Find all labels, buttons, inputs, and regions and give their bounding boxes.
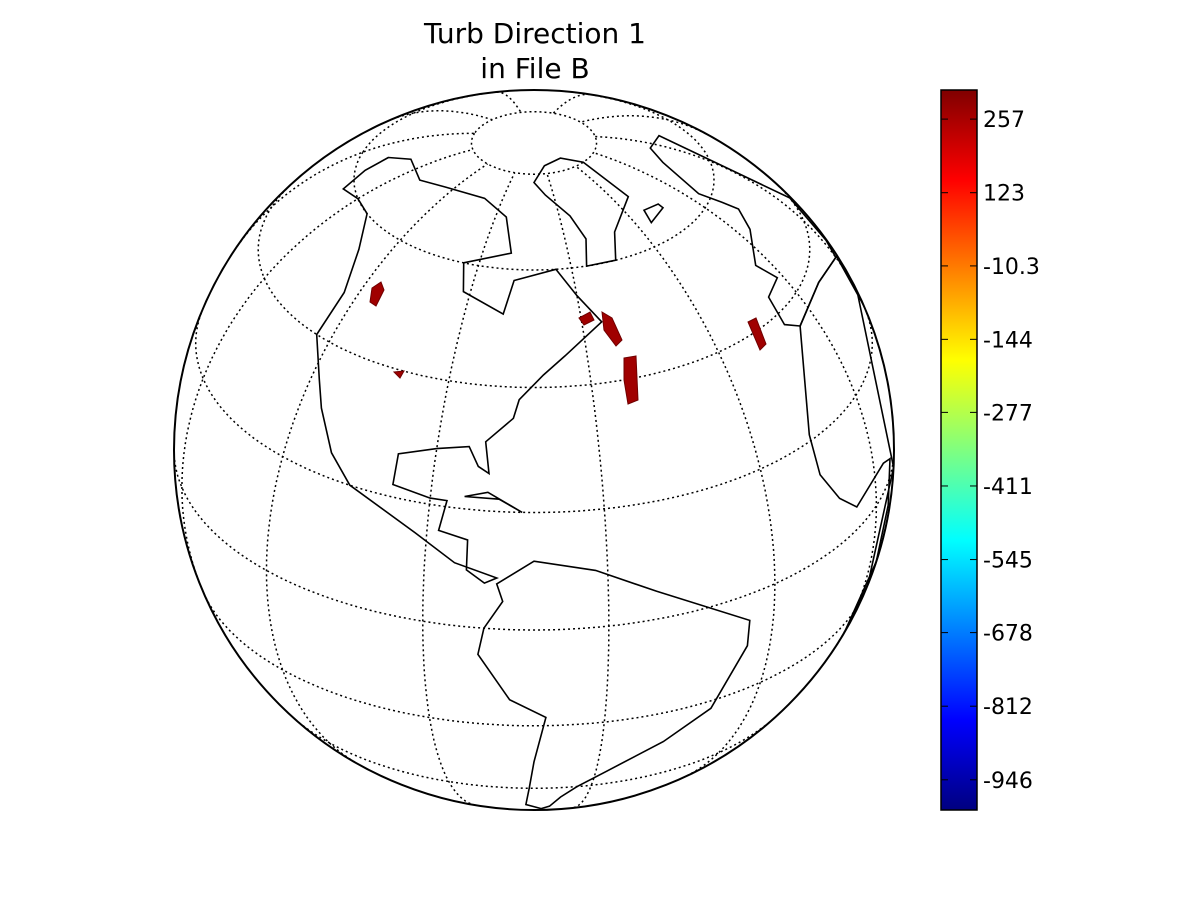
colorbar-fill xyxy=(940,89,978,811)
colorbar-tick-label: 257 xyxy=(983,108,1025,133)
parallel xyxy=(205,597,863,727)
parallel xyxy=(174,449,894,631)
data-patches xyxy=(369,281,767,405)
parallel xyxy=(294,718,774,790)
meridian xyxy=(593,151,878,646)
colorbar-tick-label: -678 xyxy=(983,622,1033,647)
data-patch xyxy=(747,317,767,351)
coastline xyxy=(477,560,751,810)
colorbar-tick-label: 123 xyxy=(983,182,1025,207)
coastline xyxy=(642,203,665,225)
colorbar-tick-label: -812 xyxy=(983,695,1033,720)
data-patch xyxy=(392,370,405,379)
colorbar-tick-label: -946 xyxy=(983,769,1033,794)
data-patch xyxy=(601,311,623,347)
data-patch xyxy=(369,281,385,307)
title-line: in File B xyxy=(480,52,589,85)
colorbar-tick-label: -277 xyxy=(983,401,1033,426)
meridian xyxy=(392,110,493,121)
globe-background xyxy=(174,90,894,810)
meridian xyxy=(422,172,516,806)
coastline xyxy=(533,157,630,268)
coastline xyxy=(464,491,523,514)
meridian xyxy=(265,163,488,763)
coastline xyxy=(315,156,603,585)
data-patch xyxy=(578,311,595,326)
colorbar-tick-label: -144 xyxy=(983,328,1033,353)
data-patch xyxy=(623,355,639,405)
meridian xyxy=(552,93,590,114)
parallel xyxy=(470,110,598,175)
title-line: Turb Direction 1 xyxy=(423,17,646,50)
colorbar-tick-label: -545 xyxy=(983,549,1033,574)
meridian xyxy=(236,132,475,247)
meridian xyxy=(496,91,522,113)
meridian xyxy=(575,165,776,779)
colorbar-tick-label: -411 xyxy=(983,475,1033,500)
parallel xyxy=(194,307,874,514)
globe xyxy=(174,90,894,810)
coastline xyxy=(649,134,837,327)
colorbar-tick-label: -10.3 xyxy=(983,255,1040,280)
colorbar: 257 123 -10.3 -144 -277 -411 -545 -678 -812 -946 xyxy=(940,89,1040,811)
globe-outline xyxy=(173,89,895,811)
meridian xyxy=(580,115,707,135)
